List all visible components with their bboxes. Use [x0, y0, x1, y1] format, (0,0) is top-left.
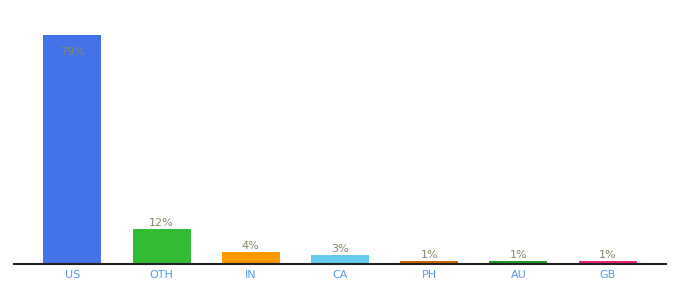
- Bar: [401, 261, 458, 264]
- Text: 4%: 4%: [242, 241, 260, 251]
- Bar: [222, 252, 279, 264]
- Text: 12%: 12%: [149, 218, 174, 228]
- Bar: [490, 261, 547, 264]
- Text: 79%: 79%: [60, 47, 85, 57]
- Text: 1%: 1%: [420, 250, 438, 260]
- Text: 1%: 1%: [510, 250, 527, 260]
- Bar: [133, 229, 190, 264]
- Bar: [579, 261, 636, 264]
- Bar: [44, 35, 101, 264]
- Text: 1%: 1%: [599, 250, 617, 260]
- Text: 3%: 3%: [331, 244, 349, 254]
- Bar: [311, 255, 369, 264]
